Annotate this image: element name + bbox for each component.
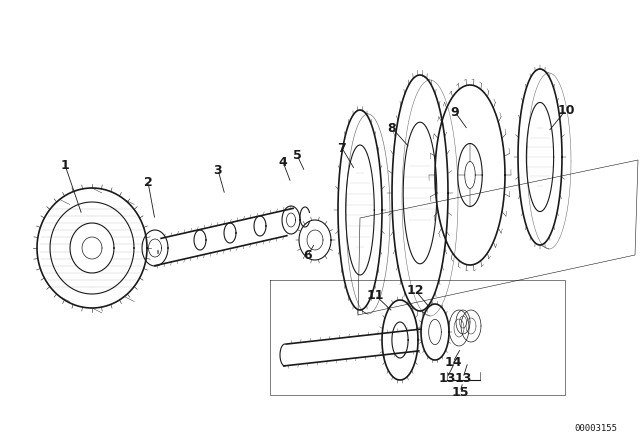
Text: 3: 3: [214, 164, 222, 177]
Text: 00003155: 00003155: [575, 423, 618, 432]
Text: 9: 9: [451, 105, 460, 119]
Text: 12: 12: [406, 284, 424, 297]
Text: 15: 15: [451, 385, 468, 399]
Text: 2: 2: [143, 176, 152, 189]
Text: 4: 4: [278, 155, 287, 168]
Text: 7: 7: [338, 142, 346, 155]
Text: 5: 5: [292, 148, 301, 161]
Text: 6: 6: [304, 249, 312, 262]
Text: 14: 14: [444, 356, 461, 369]
Text: 1: 1: [61, 159, 69, 172]
Text: 11: 11: [366, 289, 384, 302]
Text: 10: 10: [557, 103, 575, 116]
Text: 8: 8: [388, 121, 396, 134]
Text: 13: 13: [438, 371, 456, 384]
Text: 13: 13: [454, 371, 472, 384]
